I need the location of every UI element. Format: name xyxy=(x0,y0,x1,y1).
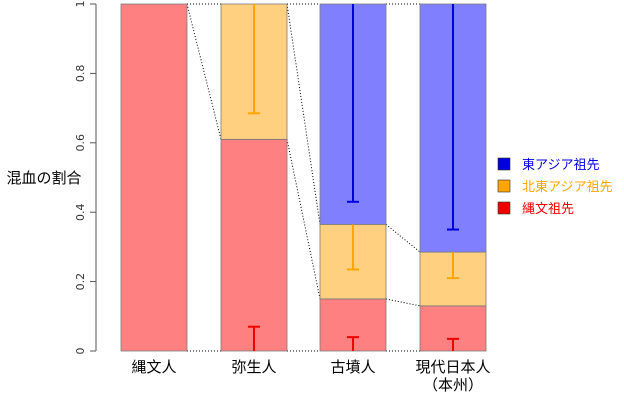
bar-segment xyxy=(120,3,188,352)
y-tick-label: 0.8 xyxy=(74,65,87,83)
y-tick-label: 0.4 xyxy=(74,203,87,221)
connector-line xyxy=(286,3,321,225)
connector-line xyxy=(385,223,421,253)
category-label: 弥生人 xyxy=(231,358,276,376)
x-axis-categories: 縄文人 弥生人 古墳人 現代日本人（本州） xyxy=(131,358,490,394)
legend-label: 北東アジア祖先 xyxy=(522,179,612,195)
legend-label: 東アジア祖先 xyxy=(522,157,599,173)
connector-line xyxy=(186,3,222,140)
connector-line xyxy=(286,139,321,300)
connector-lines xyxy=(186,3,421,352)
legend-swatch xyxy=(497,179,511,193)
bar-segment xyxy=(220,138,288,352)
y-axis-label: 混血の割合 xyxy=(6,169,81,187)
y-tick-label: 1 xyxy=(74,1,87,8)
y-tick-label: 0.6 xyxy=(74,134,87,152)
category-sublabel: （本州） xyxy=(423,376,483,394)
y-axis: 0 0.2 0.4 0.6 0.8 1 xyxy=(74,1,97,355)
y-tick-label: 0 xyxy=(74,348,87,355)
error-bars xyxy=(248,4,459,351)
category-label: 古墳人 xyxy=(330,358,375,376)
y-tick-label: 0.2 xyxy=(74,273,87,291)
category-label: 縄文人 xyxy=(131,358,176,376)
legend-label: 縄文祖先 xyxy=(522,202,574,217)
legend-swatch xyxy=(497,201,511,215)
category-label: 現代日本人 xyxy=(415,358,490,376)
legend-swatch xyxy=(497,157,511,171)
connector-line xyxy=(385,298,421,307)
bars xyxy=(120,3,487,352)
